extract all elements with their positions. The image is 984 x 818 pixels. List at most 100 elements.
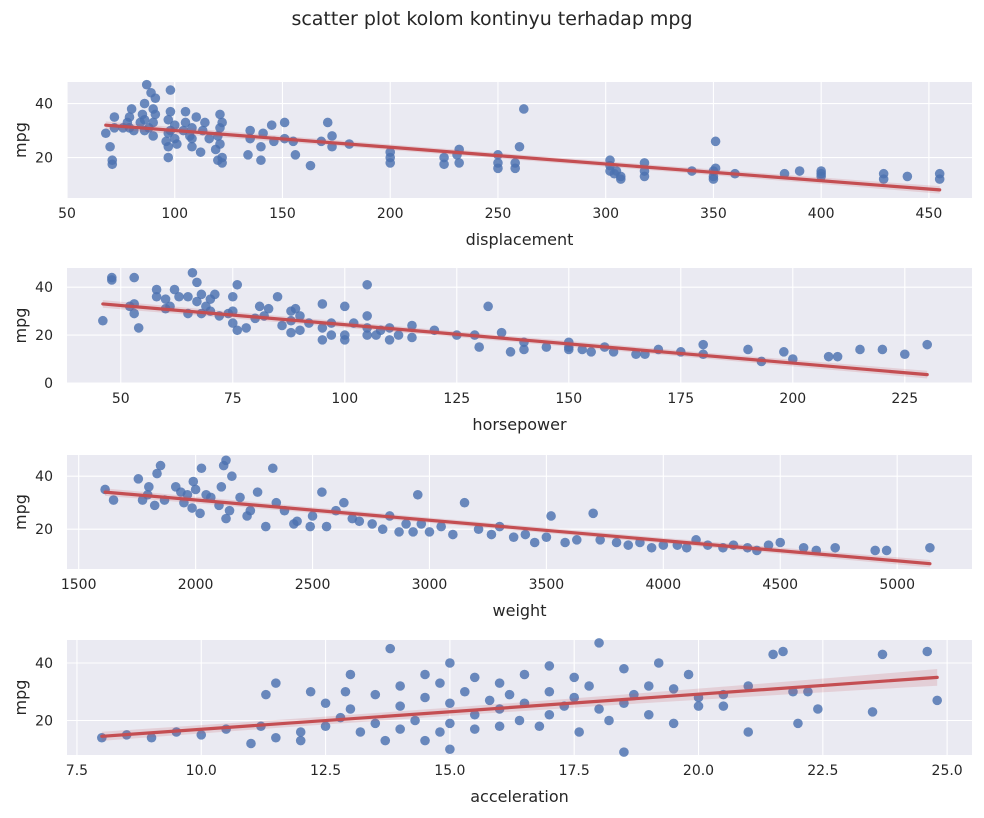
x-tick-label: 3000	[412, 577, 448, 593]
data-point	[569, 672, 579, 683]
data-point	[395, 724, 405, 734]
data-point	[823, 351, 834, 362]
data-point	[584, 681, 594, 691]
data-point	[385, 643, 396, 654]
y-axis-label: mpg	[11, 308, 30, 344]
data-point	[813, 704, 823, 714]
x-tick-label: 7.5	[66, 763, 88, 779]
data-point	[317, 299, 328, 309]
data-point	[505, 347, 516, 357]
data-point	[385, 147, 396, 157]
data-point	[798, 542, 809, 553]
data-point	[196, 730, 207, 740]
data-point	[412, 489, 423, 500]
data-point	[180, 106, 191, 117]
data-point	[639, 171, 650, 182]
data-point	[594, 638, 604, 648]
x-axis-label: horsepower	[472, 415, 567, 434]
data-point	[519, 669, 530, 680]
data-point	[243, 150, 253, 160]
data-point	[187, 267, 198, 278]
x-tick-label: 150	[269, 206, 296, 222]
data-point	[139, 114, 150, 125]
data-point	[317, 335, 328, 345]
data-point	[169, 284, 180, 295]
data-point	[546, 511, 556, 521]
data-point	[646, 542, 657, 553]
data-point	[424, 527, 435, 537]
data-point	[290, 303, 301, 314]
data-point	[290, 150, 301, 160]
data-point	[286, 327, 296, 338]
data-point	[182, 489, 193, 500]
data-point	[698, 339, 708, 350]
data-point	[126, 104, 137, 114]
data-point	[743, 681, 754, 691]
plot-area	[67, 455, 972, 569]
data-point	[196, 289, 207, 300]
data-point	[407, 320, 417, 331]
data-point	[367, 519, 377, 529]
data-point	[460, 686, 470, 697]
data-point	[681, 542, 692, 553]
data-point	[180, 117, 191, 128]
data-point	[256, 141, 266, 152]
regression-line	[104, 123, 942, 192]
data-point	[922, 339, 932, 350]
y-tick-label: 20	[35, 328, 53, 344]
data-point	[227, 291, 238, 302]
data-point	[445, 698, 455, 709]
data-point	[763, 540, 774, 550]
x-tick-label: 4000	[645, 577, 681, 593]
data-point	[163, 152, 174, 163]
data-point	[541, 342, 552, 352]
data-point	[241, 323, 252, 333]
data-point	[520, 529, 531, 540]
data-point	[832, 351, 843, 362]
data-point	[317, 487, 327, 497]
y-tick-label: 40	[35, 656, 53, 672]
data-point	[435, 678, 445, 688]
data-point	[439, 159, 449, 170]
data-point	[881, 545, 892, 556]
data-point	[245, 505, 256, 516]
data-point	[271, 497, 282, 508]
data-point	[494, 678, 505, 688]
data-point	[98, 315, 108, 326]
data-point	[141, 79, 152, 90]
regression-line	[101, 302, 929, 377]
data-point	[326, 330, 337, 340]
data-point	[922, 646, 933, 657]
data-point	[279, 117, 290, 128]
data-point	[469, 709, 480, 720]
data-point	[339, 497, 349, 508]
data-point	[227, 471, 237, 482]
data-point	[529, 537, 540, 548]
panel-acceleration: 7.5 10.0 12.5 15.0 17.5 20.0 22.5 25.0 20 40 accel…	[11, 638, 972, 806]
data-point	[496, 327, 507, 338]
data-point	[305, 521, 316, 532]
data-point	[150, 93, 161, 103]
x-tick-label: 400	[808, 206, 835, 222]
data-point	[339, 301, 350, 312]
data-point	[215, 109, 225, 120]
data-point	[653, 658, 664, 668]
data-point	[133, 474, 144, 484]
data-point	[899, 349, 910, 360]
data-point	[560, 537, 570, 548]
data-point	[934, 174, 945, 184]
data-point	[191, 112, 202, 122]
x-tick-label: 225	[891, 391, 918, 407]
data-point	[235, 492, 245, 503]
data-point	[483, 301, 493, 312]
x-tick-label: 2000	[178, 577, 214, 593]
data-point	[190, 484, 201, 495]
data-point	[322, 117, 333, 128]
y-axis-label: mpg	[11, 494, 30, 530]
data-point	[246, 738, 256, 749]
y-tick-label: 40	[35, 469, 53, 485]
data-point	[295, 311, 305, 321]
data-point	[631, 349, 641, 360]
data-point	[340, 686, 351, 697]
data-point	[165, 106, 176, 117]
